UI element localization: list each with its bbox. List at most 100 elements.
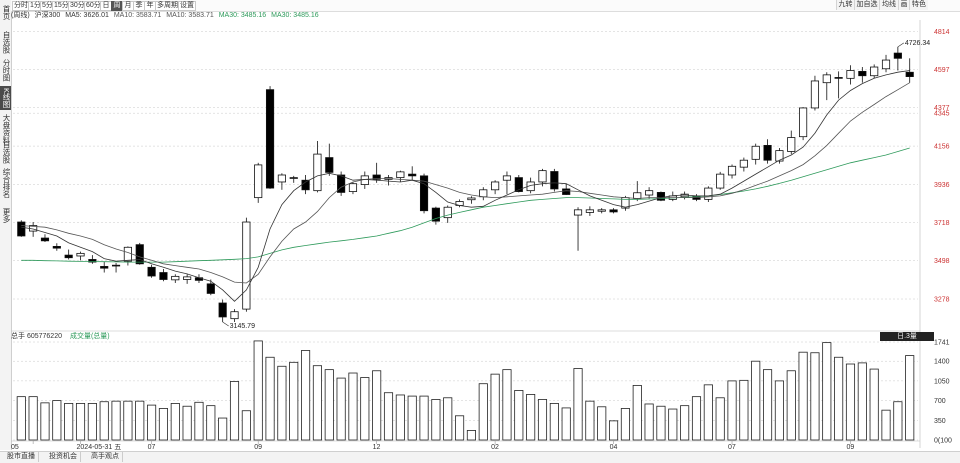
candle-up xyxy=(289,177,298,179)
candle-down xyxy=(609,209,618,213)
low-pointer xyxy=(222,321,229,327)
sidebar-item-timeshare[interactable]: 分时图 xyxy=(2,58,11,82)
volume-bar xyxy=(490,373,500,441)
left-sidebar: 首页 自选股 分时图 K线图 大盘资料 自选股 综合排名 更多 xyxy=(0,0,12,450)
settings-button[interactable]: 设置 xyxy=(178,1,196,11)
candle-down xyxy=(514,177,523,192)
legend-ma30: MA30: 3485.16 xyxy=(218,12,267,19)
time-axis: 05 2024-05-31 五 07 09 12 02 04 07 09 xyxy=(11,440,920,450)
volume-bar xyxy=(395,394,405,441)
draw-button[interactable]: 画 xyxy=(898,0,909,10)
add-watchlist-button[interactable]: 加自选 xyxy=(854,0,879,10)
candle-up xyxy=(716,173,725,189)
price-annotations: 4726.34 3145.79 xyxy=(222,40,930,330)
volume-bar xyxy=(514,390,524,441)
volume-bar xyxy=(822,342,832,441)
candle-down xyxy=(562,188,571,195)
candle-up xyxy=(822,74,831,84)
sidebar-item-watchlist-2[interactable]: 自选股 xyxy=(2,140,11,164)
volume-bar xyxy=(668,408,678,441)
volume-bar xyxy=(727,380,737,441)
volume-bar xyxy=(218,417,228,441)
candle-down xyxy=(858,70,867,77)
ma10-line xyxy=(21,82,910,284)
candle-up xyxy=(123,246,132,262)
volume-bar xyxy=(158,408,168,441)
volume-bar xyxy=(644,403,654,441)
sidebar-item-more[interactable]: 更多 xyxy=(2,207,11,223)
candle-up xyxy=(810,80,820,109)
candle-down xyxy=(52,246,61,249)
volume-bar xyxy=(135,400,145,441)
volume-bar xyxy=(526,394,536,441)
volume-bar xyxy=(289,361,299,441)
candle-down xyxy=(135,244,144,265)
volume-bar xyxy=(620,408,630,441)
volume-bar xyxy=(857,362,867,441)
volume-bar xyxy=(715,397,725,441)
tab-expert[interactable]: 高手观点 xyxy=(88,452,123,462)
candle-down xyxy=(550,171,559,190)
volume-bar xyxy=(632,384,642,441)
candle-down xyxy=(893,52,902,59)
volume-bar xyxy=(28,396,38,441)
candle-up xyxy=(727,165,737,176)
candle-up xyxy=(254,164,263,199)
volume-bar xyxy=(798,351,808,441)
price-tick-label: 4156 xyxy=(934,144,950,151)
volume-bar xyxy=(549,403,559,441)
sidebar-item-watchlist[interactable]: 自选股 xyxy=(2,30,11,54)
volume-bar xyxy=(443,397,453,441)
volume-bar xyxy=(64,403,74,441)
candle-up xyxy=(467,197,476,201)
volume-indicator-button[interactable]: 日.3量 xyxy=(880,332,934,341)
candle-up xyxy=(526,181,535,192)
volume-bar xyxy=(774,380,784,441)
volume-tick-label: 700 xyxy=(934,398,946,405)
candle-up xyxy=(396,171,405,179)
time-tick-label: 12 xyxy=(373,444,381,450)
candle-down xyxy=(159,272,168,280)
price-grid xyxy=(11,20,921,448)
candle-down xyxy=(372,174,381,180)
candle-down xyxy=(337,174,346,193)
time-tick-label: 09 xyxy=(254,444,262,450)
candle-up xyxy=(645,190,654,196)
price-tick-label: 3498 xyxy=(934,258,950,265)
volume-bar xyxy=(206,405,216,441)
price-tick-label: 4597 xyxy=(934,67,950,74)
price-tick-label: 4377 xyxy=(934,105,950,112)
volume-bar xyxy=(905,355,915,441)
feature-button[interactable]: 特色 xyxy=(909,0,928,10)
price-tick-label: 3718 xyxy=(934,220,950,227)
ma-legend: (周线) 沪深300 MA5: 3626.01 MA10: 3583.71 MA… xyxy=(11,11,322,20)
volume-bar xyxy=(75,403,86,441)
sidebar-item-home[interactable]: 首页 xyxy=(2,4,11,20)
moving-averages xyxy=(21,70,910,302)
volume-bar xyxy=(763,369,773,441)
volume-bar xyxy=(277,365,287,441)
legend-index: 沪深300 xyxy=(34,12,61,19)
tab-opportunity[interactable]: 投资机会 xyxy=(46,452,81,462)
volume-bar xyxy=(16,396,26,441)
volume-bar xyxy=(656,405,666,441)
volume-label: 总手 xyxy=(11,333,25,340)
candle-up xyxy=(277,174,286,183)
candle-up xyxy=(633,192,642,199)
volume-tick-label: 1400 xyxy=(934,359,950,366)
sidebar-item-kline[interactable]: K线图 xyxy=(0,86,11,110)
time-tick-label: 04 xyxy=(610,444,618,450)
volume-bar xyxy=(680,405,690,441)
volume-bar xyxy=(834,356,844,441)
sidebar-item-market-info[interactable]: 大盘资料 xyxy=(2,114,11,144)
nine-turn-button[interactable]: 九转 xyxy=(836,0,854,10)
candle-up xyxy=(573,209,583,216)
ma-button[interactable]: 均线 xyxy=(879,0,898,10)
candle-down xyxy=(40,237,50,242)
volume-bar xyxy=(383,392,394,441)
tab-live[interactable]: 股市直播 xyxy=(4,452,39,462)
sidebar-item-ranking[interactable]: 综合排名 xyxy=(2,168,11,198)
volume-extra: 成交量(总量) xyxy=(69,333,110,340)
